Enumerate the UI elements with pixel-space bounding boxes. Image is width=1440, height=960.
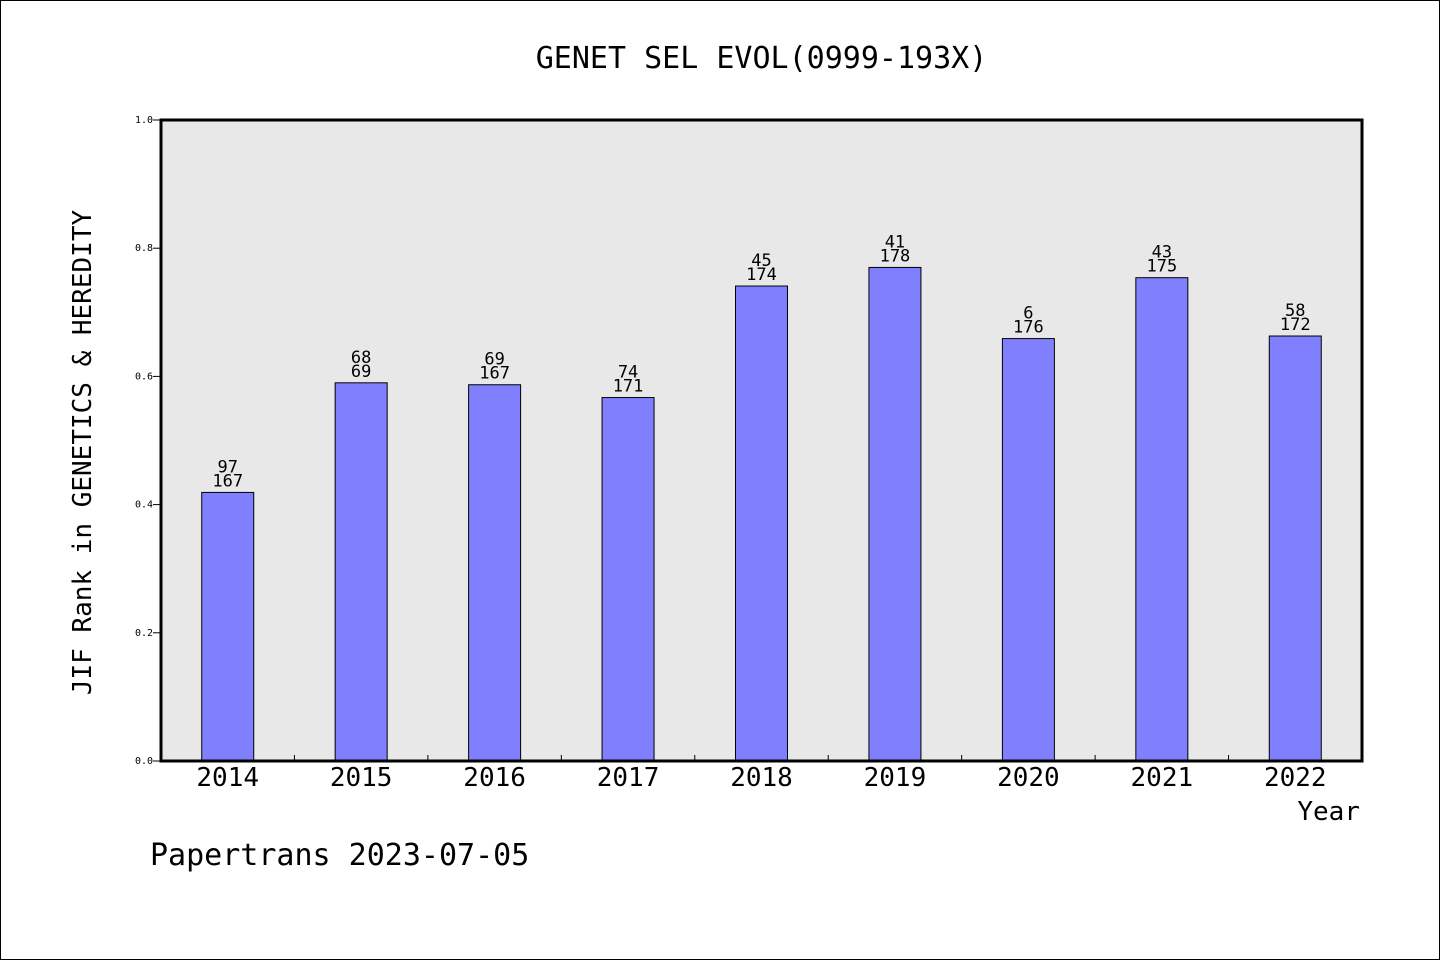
chart-frame: 0.0 0.2 0.4 0.6 0.8 1.0 2014 2015 2016 2017 2018 20… xyxy=(0,0,1440,960)
data-label-total: 69 xyxy=(351,362,371,382)
data-label-total: 167 xyxy=(479,364,510,384)
bar-2015 xyxy=(335,383,387,761)
x-tick-label: 2018 xyxy=(730,763,793,793)
bar-2017 xyxy=(602,398,654,761)
bar-chart: 0.0 0.2 0.4 0.6 0.8 1.0 2014 2015 2016 2017 2018 20… xyxy=(1,1,1439,959)
x-tick-label: 2022 xyxy=(1264,763,1327,793)
bar-2022 xyxy=(1269,336,1321,761)
chart-title: GENET SEL EVOL(0999-193X) xyxy=(536,41,988,76)
data-label-total: 176 xyxy=(1013,318,1044,338)
bar-2021 xyxy=(1136,278,1188,761)
y-tick-label: 0.2 xyxy=(135,628,153,639)
x-tick-label: 2019 xyxy=(864,763,927,793)
y-tick-label: 0.6 xyxy=(135,371,153,382)
footer-credit: Papertrans 2023-07-05 xyxy=(150,838,529,873)
x-tick-label: 2015 xyxy=(330,763,393,793)
bar-2016 xyxy=(469,385,521,761)
data-label-total: 171 xyxy=(613,377,644,397)
x-tick-label: 2014 xyxy=(196,763,259,793)
y-tick-label: 0.4 xyxy=(135,500,153,511)
data-label-total: 174 xyxy=(746,265,777,285)
x-tick-label: 2021 xyxy=(1131,763,1194,793)
data-label-total: 178 xyxy=(880,246,911,266)
x-tick-label: 2020 xyxy=(997,763,1060,793)
data-label-total: 167 xyxy=(212,471,243,491)
bar-2014 xyxy=(202,492,254,761)
bar-2019 xyxy=(869,267,921,761)
y-tick-label: 0.0 xyxy=(135,756,153,767)
bar-2018 xyxy=(736,286,788,761)
data-label-total: 172 xyxy=(1280,315,1311,335)
y-tick-label: 0.8 xyxy=(135,243,153,254)
y-tick-label: 1.0 xyxy=(135,115,153,126)
bar-2020 xyxy=(1002,339,1054,761)
x-tick-label: 2017 xyxy=(597,763,660,793)
x-tick-label: 2016 xyxy=(463,763,526,793)
data-label-total: 175 xyxy=(1146,257,1177,277)
x-axis-label: Year xyxy=(1297,797,1360,827)
y-axis-label: JIF Rank in GENETICS & HEREDITY xyxy=(68,210,98,696)
